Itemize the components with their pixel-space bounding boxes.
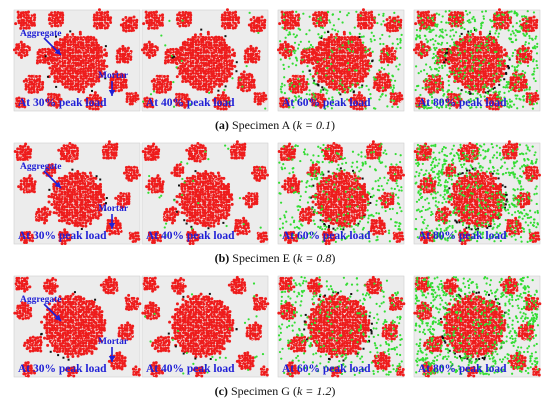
caption-name-a: Specimen A bbox=[232, 118, 290, 132]
caption-name-e: Specimen E bbox=[232, 251, 290, 265]
caption-letter-e: (b) bbox=[215, 251, 230, 265]
caption-name-g: Specimen G bbox=[231, 384, 290, 398]
stage-label: At 80% peak load bbox=[418, 230, 507, 242]
panel-row3-stage2: At 40% peak load bbox=[141, 276, 269, 378]
caption-k-a: k = 0.1 bbox=[297, 118, 331, 132]
aggregate-annotation: Aggregate bbox=[20, 295, 62, 305]
panel-row1-stage4: At 80% peak load bbox=[413, 8, 540, 111]
panel-row1-stage2: At 40% peak load bbox=[141, 8, 268, 111]
mortar-annotation: Mortar bbox=[98, 337, 129, 347]
caption-k-e: k = 0.8 bbox=[297, 251, 331, 265]
stage-label: At 40% peak load bbox=[146, 363, 235, 375]
stage-label: At 80% peak load bbox=[418, 97, 507, 109]
caption-specimen-e: (b) Specimen E (k = 0.8) bbox=[0, 251, 550, 265]
stage-label: At 80% peak load bbox=[418, 363, 507, 375]
caption-k-g: k = 1.2 bbox=[297, 384, 331, 398]
panel-row2-stage1: At 30% peak load Aggregate Mortar bbox=[14, 140, 141, 245]
mortar-annotation: Mortar bbox=[98, 204, 129, 214]
panel-row1-stage1: At 30% peak load Aggregate Mortar bbox=[13, 8, 140, 111]
aggregate-annotation: Aggregate bbox=[20, 29, 62, 39]
stage-label: At 60% peak load bbox=[282, 230, 371, 242]
caption-specimen-g: (c) Specimen G (k = 1.2) bbox=[0, 384, 550, 398]
caption-letter-a: (a) bbox=[215, 118, 229, 132]
caption-specimen-a: (a) Specimen A (k = 0.1) bbox=[0, 118, 550, 132]
stage-label: At 60% peak load bbox=[282, 363, 371, 375]
panel-row2-stage3: At 60% peak load bbox=[278, 140, 405, 245]
mortar-annotation: Mortar bbox=[98, 71, 129, 81]
stage-label: At 60% peak load bbox=[282, 97, 371, 109]
panel-row3-stage3: At 60% peak load bbox=[277, 276, 405, 378]
panel-row2-stage2: At 40% peak load bbox=[142, 140, 269, 245]
panel-row1-stage3: At 60% peak load bbox=[277, 8, 404, 111]
panel-row3-stage4: At 80% peak load bbox=[413, 276, 541, 378]
stage-label: At 40% peak load bbox=[146, 97, 235, 109]
stage-label: At 30% peak load bbox=[18, 97, 107, 109]
caption-letter-g: (c) bbox=[215, 384, 228, 398]
stage-label: At 30% peak load bbox=[18, 363, 107, 375]
panel-row3-stage1: At 30% peak load Aggregate Mortar bbox=[13, 276, 141, 378]
aggregate-annotation: Aggregate bbox=[20, 162, 62, 172]
panel-row2-stage4: At 80% peak load bbox=[414, 140, 541, 245]
stage-label: At 30% peak load bbox=[18, 230, 107, 242]
stage-label: At 40% peak load bbox=[146, 230, 235, 242]
